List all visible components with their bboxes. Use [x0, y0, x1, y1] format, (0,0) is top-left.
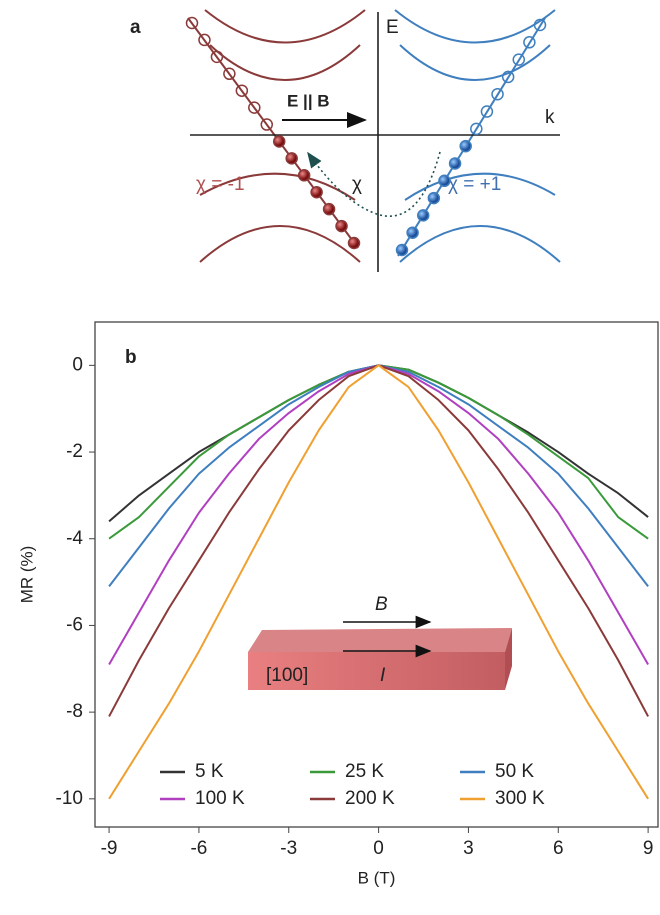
chirality: χ = +1: [448, 174, 501, 195]
series-line: [108, 364, 649, 588]
band: [199, 172, 356, 201]
bead: [185, 16, 199, 30]
annotation: I: [380, 665, 386, 686]
panel-label: a: [130, 17, 141, 38]
bead: [310, 185, 323, 199]
bead: [260, 118, 274, 131]
y-tick-label: -6: [66, 614, 83, 635]
x-tick-label: -9: [101, 838, 118, 859]
bead: [448, 157, 462, 170]
x-tick-label: 3: [463, 838, 474, 859]
legend-label: 5 K: [195, 761, 224, 782]
panel-a: a E k E || B χ = -1 χ = +1 χ: [130, 9, 561, 272]
series-line: [108, 364, 649, 800]
bead: [210, 50, 224, 64]
annotation: [100]: [266, 665, 308, 686]
bead: [406, 226, 419, 239]
band: [209, 44, 361, 81]
bead: [248, 101, 261, 114]
band: [199, 225, 361, 263]
chirality: χ = -1: [196, 174, 245, 195]
series-line: [108, 364, 649, 665]
axis-label: k: [545, 107, 555, 128]
x-tick-label: -6: [190, 838, 207, 859]
bead: [235, 84, 249, 97]
bead: [285, 152, 298, 165]
inset: [248, 615, 512, 690]
legend-label: 100 K: [195, 788, 245, 809]
bead: [470, 122, 483, 136]
bead: [427, 191, 441, 205]
x-tick-label: 9: [643, 838, 654, 859]
bead: [297, 169, 311, 182]
band: [204, 9, 366, 44]
axis-label: E: [386, 17, 399, 38]
bead: [501, 70, 515, 84]
band: [394, 9, 556, 44]
bead: [272, 135, 286, 148]
bead: [480, 105, 494, 118]
pump-arrow: [307, 151, 441, 217]
plot-frame: [94, 321, 659, 828]
bead: [335, 219, 348, 233]
y-tick-label: -8: [66, 701, 83, 722]
y-tick-label: 0: [72, 354, 83, 375]
band: [399, 44, 551, 81]
panel-label: b: [125, 347, 137, 368]
bead: [438, 174, 451, 188]
series-line: [108, 364, 649, 540]
legend-label: 50 K: [495, 761, 534, 782]
legend-label: 300 K: [495, 788, 545, 809]
bead: [347, 236, 361, 250]
band: [399, 225, 561, 263]
series-line: [108, 364, 649, 523]
x-tick-label: 6: [553, 838, 564, 859]
bar-side: [505, 628, 512, 690]
y-tick-label: -2: [66, 441, 83, 462]
bead: [512, 53, 526, 66]
x-axis-label: B (T): [358, 868, 396, 887]
bead: [416, 209, 430, 222]
bar-front: [248, 652, 505, 690]
y-tick-label: -10: [56, 788, 83, 809]
bead: [523, 36, 536, 49]
band: [404, 172, 556, 201]
field-label: E || B: [287, 91, 330, 110]
y-tick-label: -4: [66, 528, 83, 549]
annotation: B: [375, 594, 388, 615]
pump-label: χ: [352, 174, 362, 195]
x-tick-label: -3: [280, 838, 297, 859]
legend-label: 200 K: [345, 788, 395, 809]
bead: [491, 87, 504, 101]
bead: [533, 18, 547, 32]
bead: [223, 67, 236, 81]
y-axis-label: MR (%): [17, 546, 36, 604]
bead: [198, 33, 211, 47]
bar-top: [248, 628, 512, 652]
bead: [459, 139, 472, 153]
bead: [322, 202, 336, 216]
x-tick-label: 0: [373, 838, 384, 859]
legend-label: 25 K: [345, 761, 384, 782]
bead: [395, 243, 409, 257]
